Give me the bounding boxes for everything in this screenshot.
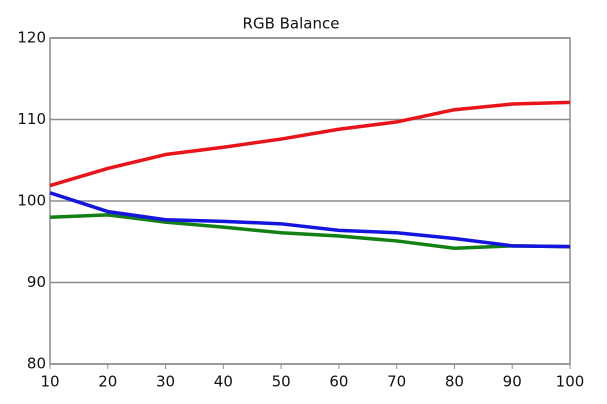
x-tick-label: 10 <box>40 373 59 391</box>
series-line <box>49 213 571 251</box>
y-tick-label: 100 <box>17 192 46 210</box>
y-tick-label: 120 <box>17 29 46 47</box>
x-tick-label: 40 <box>214 373 233 391</box>
x-tick-label: 70 <box>387 373 406 391</box>
x-tick-label: 100 <box>556 373 585 391</box>
x-tick-label: 60 <box>329 373 348 391</box>
x-tick-label: 80 <box>445 373 464 391</box>
x-tick-label: 50 <box>272 373 291 391</box>
y-tick-label: 110 <box>17 110 46 128</box>
y-tick-label: 90 <box>27 273 46 291</box>
series-line <box>49 100 571 188</box>
x-tick-label: 20 <box>98 373 117 391</box>
chart-title: RGB Balance <box>243 15 340 33</box>
series-line <box>49 191 571 249</box>
x-tick-label: 90 <box>503 373 522 391</box>
x-tick-label: 30 <box>156 373 175 391</box>
y-tick-label: 80 <box>27 355 46 373</box>
